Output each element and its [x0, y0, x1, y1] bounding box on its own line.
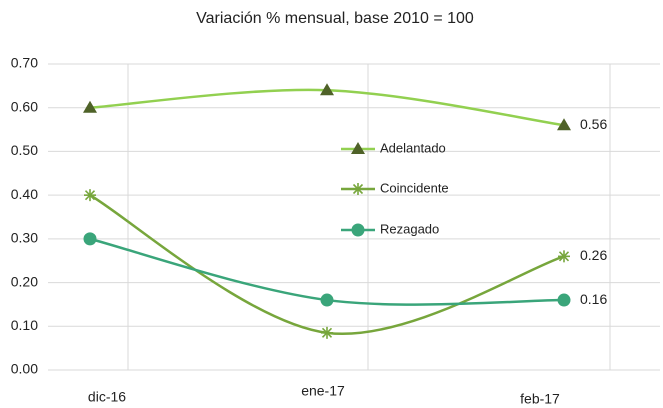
x-tick-label: ene-17	[301, 383, 345, 399]
marker-star	[352, 183, 364, 195]
marker-triangle	[83, 100, 97, 113]
y-tick-label: 0.20	[11, 273, 38, 289]
y-tick-label: 0.00	[11, 361, 38, 377]
legend-label: Rezagado	[380, 221, 439, 236]
marker-circle	[320, 293, 334, 307]
x-tick-label: feb-17	[520, 391, 560, 407]
marker-star	[321, 326, 333, 339]
y-tick-label: 0.70	[11, 55, 38, 71]
data-label: 0.56	[580, 116, 607, 132]
y-tick-label: 0.60	[11, 98, 38, 114]
marker-stroke	[321, 327, 333, 338]
y-tick-label: 0.10	[11, 317, 38, 333]
y-tick-label: 0.30	[11, 230, 38, 246]
legend-label: Adelantado	[380, 140, 446, 155]
marker-triangle	[351, 142, 365, 154]
marker-stroke	[352, 183, 364, 195]
marker-triangle	[320, 83, 334, 96]
data-label: 0.16	[580, 291, 607, 307]
marker-circle	[557, 293, 571, 307]
marker-circle	[83, 232, 97, 246]
legend-label: Coincidente	[380, 180, 449, 195]
marker-triangle	[557, 118, 571, 131]
marker-stroke	[558, 251, 570, 262]
x-tick-label: dic-16	[88, 389, 126, 405]
y-tick-label: 0.40	[11, 186, 38, 202]
y-tick-label: 0.50	[11, 142, 38, 158]
marker-circle	[351, 223, 365, 237]
series-line	[89, 194, 565, 336]
chart-title: Variación % mensual, base 2010 = 100	[196, 10, 474, 27]
marker-star	[558, 250, 570, 263]
marker-star	[84, 189, 96, 202]
marker-stroke	[84, 190, 96, 201]
data-label: 0.26	[580, 247, 607, 263]
